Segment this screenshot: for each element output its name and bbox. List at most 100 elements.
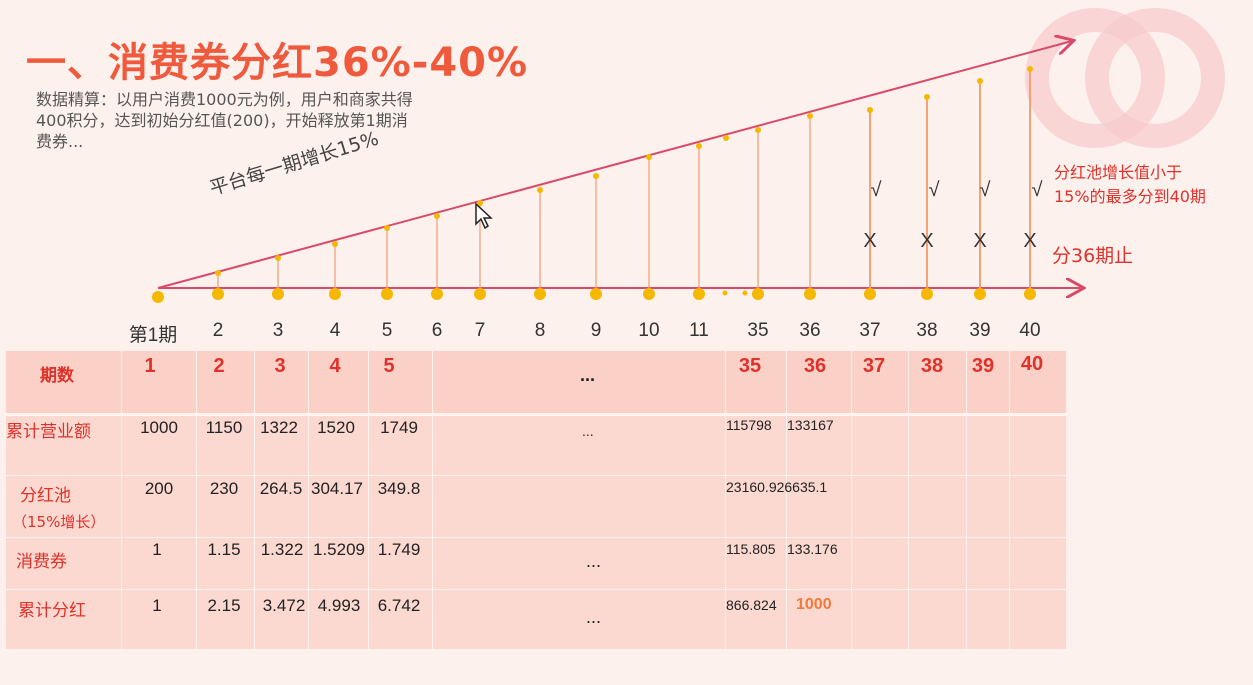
header-label: 期数: [40, 366, 74, 386]
table-cell: 264.5: [259, 479, 303, 498]
table-cell: 200: [144, 479, 174, 498]
table-cell: 1.15: [207, 540, 241, 559]
description-line: 费券...: [36, 132, 84, 151]
axis-period-label: 5: [381, 320, 393, 341]
limit-note: 分红池增长值小于 15%的最多分到40期: [1054, 161, 1206, 209]
description-line: 400积分，达到初始分红值(200)，开始释放第1期消: [36, 111, 408, 130]
axis-dot: [804, 288, 816, 300]
axis-dot: [272, 288, 284, 300]
table-cell: 1: [152, 596, 162, 615]
header-period: 5: [383, 355, 395, 377]
axis-period-label: 6: [431, 320, 443, 341]
table-cell: 3.472: [262, 596, 306, 615]
header-period: 35: [738, 355, 762, 377]
description-line: 数据精算：以用户消费1000元为例，用户和商家共得: [36, 90, 413, 109]
growth-bar-top: [755, 127, 761, 133]
growth-bar-top: [807, 113, 813, 119]
row-sublabel: （15%增长）: [12, 513, 106, 531]
axis-period-label: 37: [859, 320, 881, 341]
table-cell: 115.805: [726, 541, 776, 557]
check-mark: √: [979, 179, 991, 201]
table-cell: 1322: [260, 418, 298, 437]
growth-bar-top: [477, 200, 483, 206]
growth-bar-top: [696, 143, 702, 149]
growth-diagram: [152, 0, 1253, 303]
growth-bar-top: [275, 255, 281, 261]
axis-dot: [431, 288, 443, 300]
ellipsis-dot: [742, 290, 748, 296]
axis-period-label: 4: [329, 320, 341, 341]
table-ellipsis: ...: [582, 423, 594, 439]
header-period: 40: [1020, 353, 1044, 375]
row-label: 累计营业额: [6, 422, 91, 442]
axis-period-label: 38: [916, 320, 938, 341]
check-mark: √: [1031, 179, 1043, 201]
table-cell: 304.17: [311, 479, 363, 498]
cross-mark: X: [920, 230, 934, 252]
axis-dot: [643, 288, 655, 300]
growth-bar-top: [593, 173, 599, 179]
header-period: 1: [144, 355, 156, 377]
table-cell: 1.749: [377, 540, 421, 559]
table-cell: 349.8: [377, 479, 421, 498]
growth-bar-top: [332, 241, 338, 247]
dividend-table: 期数 1 2 3 4 5 ... 35 36 37 38 39 40 累计营业额…: [6, 351, 1066, 649]
axis-dot: [474, 288, 486, 300]
axis-period-label: 8: [534, 320, 546, 341]
table-cell: 133.176: [787, 541, 838, 557]
ellipsis-dot: [722, 290, 728, 296]
cross-mark: X: [863, 230, 877, 252]
table-cell: 1749: [380, 418, 418, 437]
row-label: 分红池: [20, 486, 71, 506]
table-ellipsis: ...: [586, 607, 602, 627]
table-cell-final: 1000: [796, 596, 832, 613]
header-period: 3: [274, 355, 286, 377]
cross-mark: X: [1023, 230, 1037, 252]
header-ellipsis: ...: [580, 365, 596, 385]
check-mark: √: [928, 179, 940, 201]
check-mark: √: [870, 179, 882, 201]
axis-period-label: 9: [590, 320, 602, 341]
limit-note-line: 分红池增长值小于: [1054, 163, 1183, 182]
growth-bar-top: [215, 270, 221, 276]
cross-mark: X: [973, 230, 987, 252]
table-cell: 1: [152, 540, 162, 559]
growth-bars: [215, 66, 1033, 288]
table-cell: 6.742: [377, 596, 421, 615]
growth-bar-top: [723, 135, 729, 141]
growth-bar-top: [384, 225, 390, 231]
header-period: 37: [862, 355, 886, 377]
row-label: 消费券: [16, 552, 67, 572]
table-ellipsis: ...: [586, 551, 602, 571]
growth-bar-top: [434, 213, 440, 219]
axis-period-label: 2: [212, 320, 224, 341]
axis-period-label: 10: [638, 320, 660, 341]
axis-period-label: 35: [747, 320, 769, 341]
table-cell: 133167: [787, 417, 834, 433]
table-cell: 1000: [140, 418, 178, 437]
brand-rings-logo: [1025, 8, 1225, 148]
axis-dot: [693, 288, 705, 300]
table-cell: 1.5209: [313, 540, 365, 559]
axis-dot: [864, 288, 876, 300]
cursor-icon: [475, 202, 493, 230]
axis-period-label: 36: [799, 320, 821, 341]
header-period: 38: [920, 355, 944, 377]
description: 数据精算：以用户消费1000元为例，用户和商家共得 400积分，达到初始分红值(…: [36, 89, 486, 152]
header-period: 2: [213, 355, 225, 377]
header-period: 36: [803, 355, 827, 377]
axis-dot: [752, 288, 764, 300]
growth-bar-top: [977, 78, 983, 84]
growth-bar-top: [1027, 66, 1033, 72]
table-cell: 1150: [205, 418, 243, 437]
row-label: 累计分红: [18, 601, 86, 621]
table-cell: 1.322: [260, 540, 304, 559]
axis-dot: [1024, 288, 1036, 300]
growth-bar-top: [867, 107, 873, 113]
axis-dot: [212, 288, 224, 300]
axis-period-label: 39: [969, 320, 991, 341]
table-cell: 1520: [317, 418, 355, 437]
header-period: 4: [329, 355, 341, 377]
page-title: 一、消费券分红36%-40%: [26, 40, 529, 86]
axis-dot: [152, 291, 164, 303]
